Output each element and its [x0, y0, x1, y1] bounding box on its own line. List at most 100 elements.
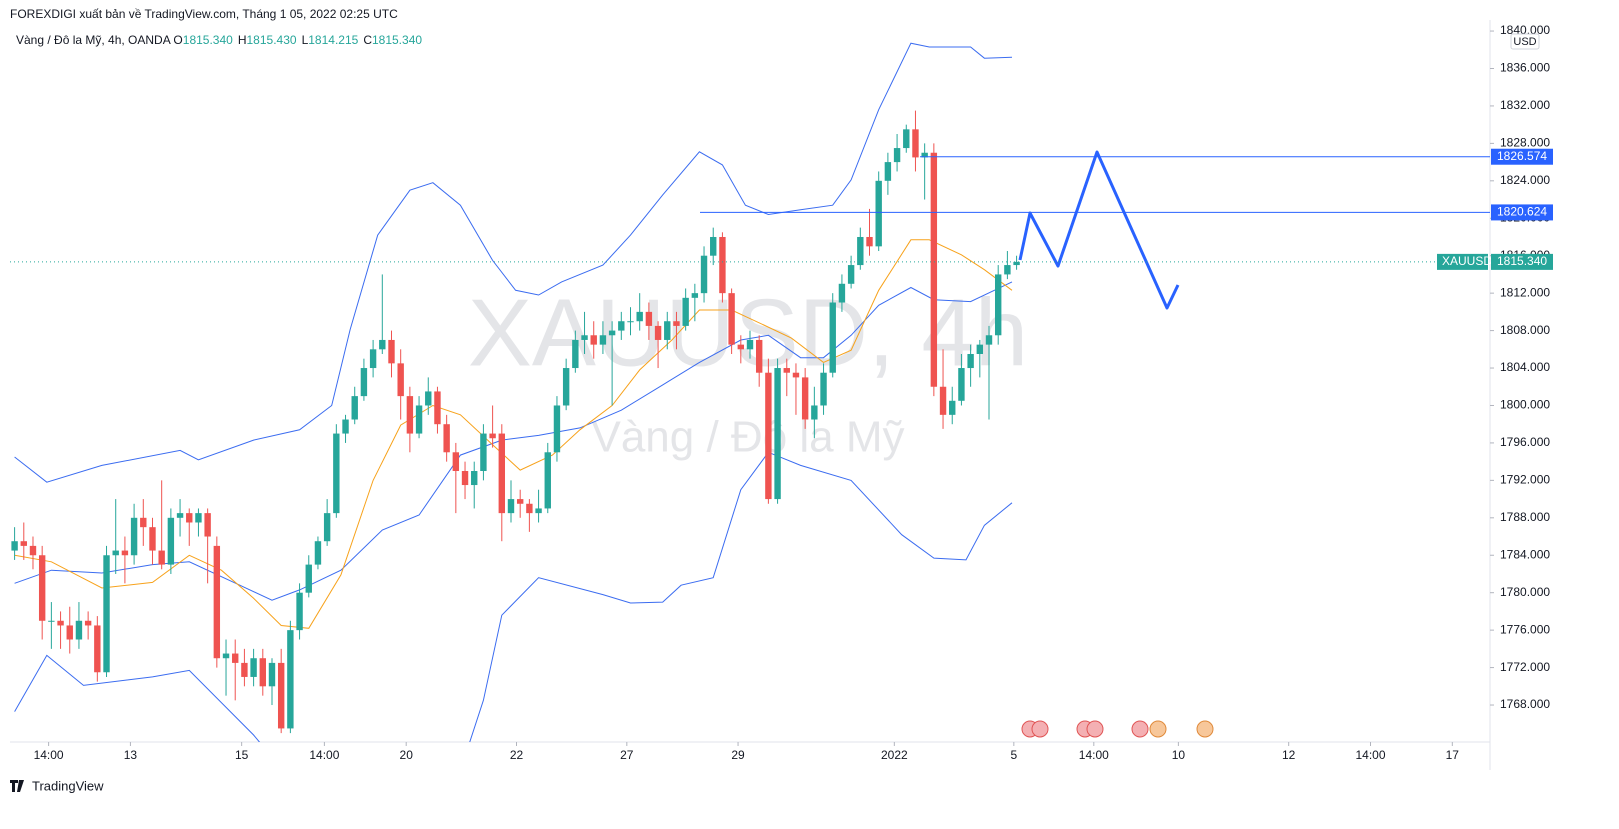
- candle-body: [599, 335, 607, 345]
- event-icon: [1196, 720, 1214, 738]
- candle-body: [792, 372, 800, 378]
- currency-tag: [1510, 33, 1540, 50]
- x-tick-label: 29: [731, 748, 745, 762]
- candle-body: [397, 363, 404, 397]
- candle-body: [471, 471, 478, 486]
- candle-body: [250, 658, 257, 677]
- y-tick-label: 1824.000: [1500, 173, 1550, 187]
- candle-body: [103, 555, 110, 673]
- candle-body: [553, 405, 561, 453]
- candle-body: [94, 625, 101, 673]
- candle-body: [351, 396, 358, 420]
- event-icon: [1149, 720, 1167, 738]
- candle-body: [379, 339, 386, 350]
- event-icons: [1021, 720, 1214, 738]
- candle-body: [333, 433, 340, 514]
- candle-body: [544, 452, 551, 509]
- candle-body: [29, 545, 37, 556]
- y-tick-label: 1784.000: [1500, 547, 1550, 561]
- candle-body: [654, 325, 662, 340]
- candle-body: [406, 396, 414, 434]
- candle-body: [939, 386, 947, 415]
- x-tick-label: 14:00: [34, 748, 64, 762]
- candle-body: [425, 391, 432, 406]
- candle-body: [682, 297, 689, 326]
- x-tick-label: 20: [400, 748, 414, 762]
- y-tick-label: 1780.000: [1500, 585, 1550, 599]
- level-tag-label: 1826.574: [1497, 149, 1547, 163]
- x-tick-label: 10: [1172, 748, 1186, 762]
- candle-body: [783, 368, 790, 373]
- candle-body: [811, 405, 818, 420]
- candle-body: [167, 517, 175, 565]
- candle-body: [241, 662, 248, 677]
- candle-body: [222, 653, 230, 659]
- candle-body: [627, 321, 634, 323]
- candle-body: [489, 433, 496, 439]
- candle-body: [213, 545, 221, 659]
- candle-body: [572, 339, 579, 369]
- candle-body: [866, 236, 873, 247]
- candle-body: [130, 517, 138, 556]
- candle-body: [535, 508, 542, 514]
- candle-body: [618, 321, 625, 331]
- candle-body: [507, 499, 515, 514]
- candle-body: [838, 283, 846, 303]
- candle-body: [691, 293, 699, 298]
- candle-body: [765, 372, 772, 500]
- ohlc-value: 1815.340: [182, 33, 233, 47]
- y-tick-label: 1768.000: [1500, 697, 1550, 711]
- candle-body: [526, 503, 533, 514]
- candle-body: [443, 424, 450, 453]
- candle-body: [314, 541, 322, 565]
- symbol-tag-label: XAUUSD: [1442, 254, 1492, 268]
- event-icon: [1131, 720, 1149, 738]
- level-tag: [1491, 204, 1553, 221]
- candle-body: [287, 630, 294, 729]
- candle-body: [259, 658, 266, 687]
- candle-body: [664, 321, 671, 340]
- price-tag: [1491, 253, 1553, 270]
- ohlc-value: 1815.430: [246, 33, 297, 47]
- candle-body: [277, 662, 285, 729]
- y-tick-label: 1836.000: [1500, 61, 1550, 75]
- candle-body: [719, 236, 726, 294]
- candle-body: [590, 335, 597, 345]
- candle-body: [434, 391, 441, 425]
- candle-body: [84, 620, 92, 626]
- symbol-tag: [1437, 253, 1488, 270]
- candle-body: [636, 311, 643, 322]
- x-tick-label: 14:00: [1079, 748, 1109, 762]
- candle-body: [930, 152, 938, 387]
- x-tick-label: 27: [620, 748, 634, 762]
- level-tag-label: 1820.624: [1497, 205, 1547, 219]
- candle-body: [498, 433, 506, 514]
- logo-icon: [10, 780, 24, 792]
- candle-body: [847, 265, 855, 284]
- ohlc-label: H: [237, 33, 247, 47]
- candle-body: [48, 620, 55, 622]
- y-tick-label: 1828.000: [1500, 136, 1550, 150]
- candle-body: [176, 513, 184, 518]
- candle-body: [38, 555, 46, 621]
- indicator-line: [14, 239, 1013, 629]
- candle-body: [232, 653, 239, 663]
- candle-body: [388, 339, 395, 364]
- y-tick-label: 1792.000: [1500, 473, 1550, 487]
- x-tick-label: 13: [124, 748, 138, 762]
- candle-body: [903, 129, 910, 149]
- candle-body: [342, 419, 349, 434]
- ohlc-value: 1815.340: [371, 33, 423, 47]
- watermark-subtitle: Vàng / Đô la Mỹ: [591, 413, 904, 462]
- y-tick-label: 1796.000: [1500, 435, 1550, 449]
- candle-body: [820, 372, 827, 406]
- candle-body: [829, 302, 836, 373]
- candle-body: [360, 368, 368, 397]
- projection-path: [1018, 150, 1180, 310]
- indicator-line: [14, 42, 1013, 483]
- candle-body: [581, 335, 588, 340]
- candle-body: [415, 405, 423, 434]
- candle-body: [461, 471, 469, 486]
- candle-body: [801, 377, 809, 420]
